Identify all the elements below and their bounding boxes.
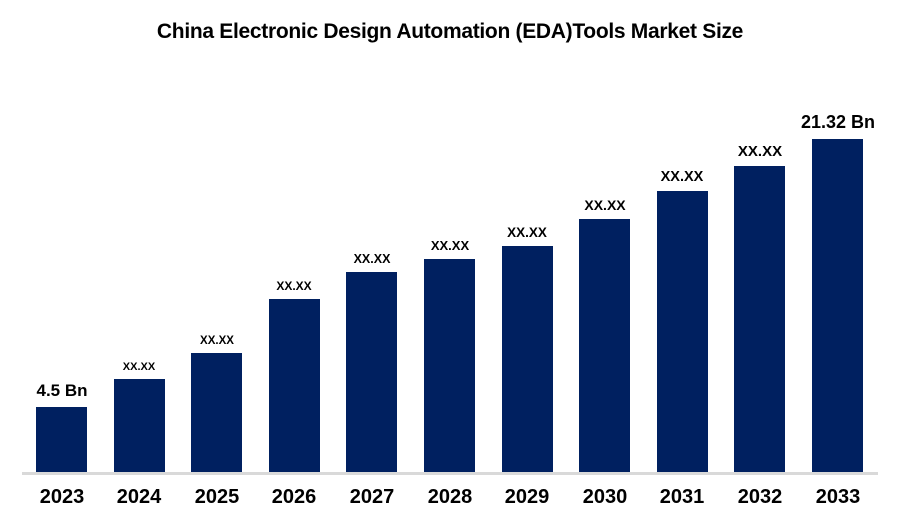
bar-value-label-2031: XX.XX: [660, 169, 704, 185]
chart-title: China Electronic Design Automation (EDA)…: [156, 20, 744, 43]
x-axis-label-2028: 2028: [427, 486, 473, 508]
bar-value-label-2026: XX.XX: [276, 279, 312, 293]
x-axis-label-2027: 2027: [349, 486, 395, 508]
x-axis-label-2030: 2030: [582, 486, 628, 508]
bar-value-label-2024: XX.XX: [122, 361, 156, 373]
x-axis-label-2033: 2033: [815, 486, 861, 508]
bar-2026: [269, 299, 320, 472]
bar-2028: [424, 259, 475, 472]
x-axis-label-2024: 2024: [116, 486, 162, 508]
bar-value-label-2023: 4.5 Bn: [36, 381, 88, 400]
bar-2023: [36, 407, 87, 472]
bar-2033: [812, 139, 863, 472]
x-axis-label-2031: 2031: [659, 486, 705, 508]
bar-value-label-2028: XX.XX: [430, 238, 470, 253]
bar-2031: [657, 191, 708, 472]
bar-value-label-2033: 21.32 Bn: [800, 112, 876, 132]
bar-value-label-2027: XX.XX: [353, 252, 391, 266]
x-axis-line: [22, 472, 878, 475]
bar-2025: [191, 353, 242, 472]
x-axis-label-2025: 2025: [194, 486, 240, 508]
x-axis-label-2023: 2023: [39, 486, 85, 508]
bar-2030: [579, 219, 630, 472]
x-axis-label-2032: 2032: [737, 486, 783, 508]
bar-value-label-2030: XX.XX: [584, 197, 626, 213]
x-axis-label-2029: 2029: [504, 486, 550, 508]
bar-value-label-2025: XX.XX: [200, 335, 234, 347]
bar-value-label-2029: XX.XX: [507, 225, 547, 240]
bar-2029: [502, 246, 553, 472]
bar-2024: [114, 379, 165, 472]
bar-2032: [734, 166, 785, 472]
x-axis-label-2026: 2026: [271, 486, 317, 508]
bar-value-label-2032: XX.XX: [737, 143, 783, 160]
bar-2027: [346, 272, 397, 472]
